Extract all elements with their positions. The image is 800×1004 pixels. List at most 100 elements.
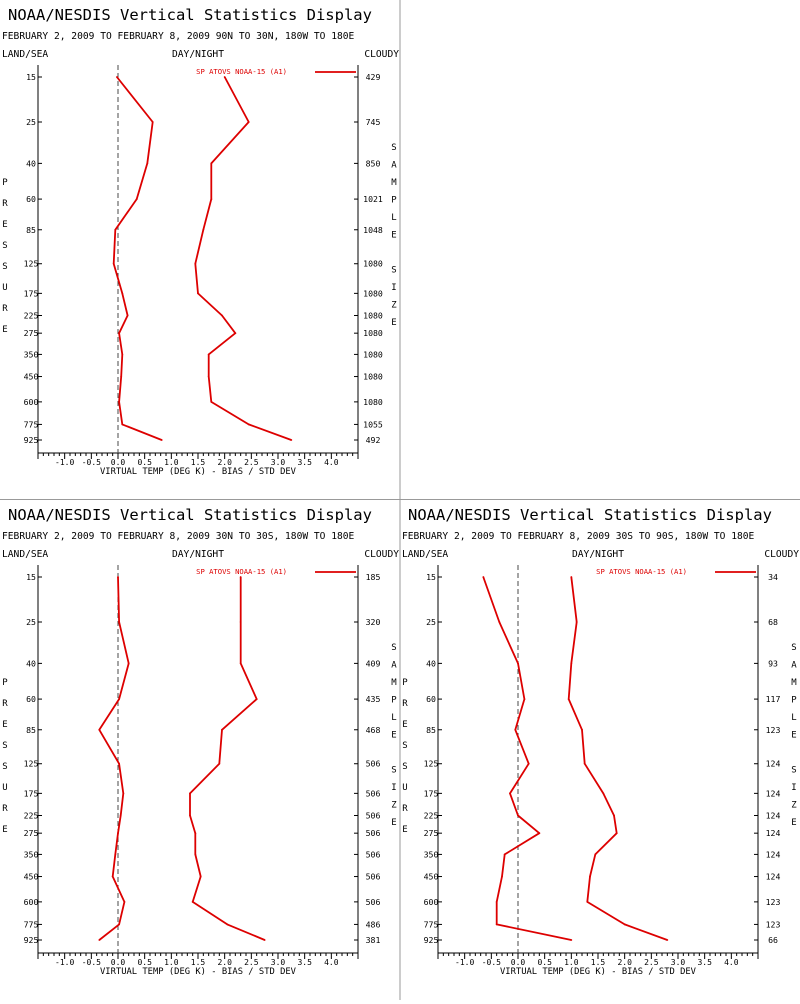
sample-size-axis-letter: I	[391, 783, 396, 793]
pressure-axis-letter: S	[2, 741, 7, 751]
std-dev-data-point	[189, 792, 191, 795]
bias-data-point	[118, 698, 120, 700]
pressure-axis-letter: R	[2, 804, 8, 814]
sample-size-label: 320	[366, 617, 381, 627]
sample-size-label: 123	[766, 919, 781, 929]
bias-data-point	[116, 76, 118, 78]
pressure-level-label: 275	[24, 828, 39, 838]
sample-size-axis-letter: S	[391, 643, 396, 653]
std-dev-data-point	[207, 353, 210, 356]
pressure-level-label: 40	[426, 658, 436, 668]
bias-series-line	[482, 576, 572, 941]
sample-size-axis-letter: E	[391, 731, 396, 741]
sample-size-axis-letter: P	[391, 196, 397, 206]
x-tick-label: 2.0	[217, 958, 232, 967]
pressure-axis-letter: P	[2, 178, 8, 188]
header-day-night: DAY/NIGHT	[572, 549, 624, 560]
std-dev-data-point	[221, 728, 223, 731]
x-tick-label: 3.0	[271, 958, 286, 967]
pressure-level-label: 25	[26, 617, 36, 627]
pressure-axis-letter: R	[2, 699, 8, 709]
bias-data-point	[114, 228, 117, 231]
pressure-axis-letter: E	[2, 325, 7, 335]
std-dev-data-point	[615, 832, 618, 835]
pressure-level-label: 60	[26, 694, 36, 704]
x-tick-label: 0.0	[111, 958, 126, 967]
pressure-level-label: 925	[24, 935, 39, 945]
std-dev-data-point	[194, 832, 197, 835]
pressure-level-label: 25	[26, 117, 36, 127]
sample-size-axis-letter: A	[791, 661, 797, 671]
sample-size-label: 124	[766, 849, 781, 859]
std-dev-data-point	[666, 939, 669, 941]
bias-data-point	[514, 728, 517, 731]
x-tick-label: 0.5	[137, 958, 152, 967]
bias-data-point	[118, 923, 120, 926]
header-day-night: DAY/NIGHT	[172, 549, 224, 560]
pressure-level-label: 225	[24, 310, 39, 320]
chart-title: NOAA/NESDIS Vertical Statistics Display	[8, 506, 372, 524]
sample-size-axis-letter: E	[791, 818, 796, 828]
sample-size-axis-letter: Z	[391, 801, 397, 811]
std-dev-data-point	[247, 121, 250, 123]
std-dev-data-point	[197, 292, 199, 295]
chart-subtitle: FEBRUARY 2, 2009 TO FEBRUARY 8, 2009 30N…	[2, 531, 355, 542]
chart-panel-3: NOAA/NESDIS Vertical Statistics Display F…	[402, 506, 799, 977]
sample-size-axis-letter: S	[391, 266, 396, 276]
bias-data-point	[122, 792, 125, 795]
pressure-level-label: 275	[424, 828, 439, 838]
std-dev-data-point	[594, 853, 597, 856]
std-dev-data-point	[202, 228, 205, 231]
std-dev-data-point	[207, 375, 210, 378]
sample-size-label: 1055	[363, 419, 383, 429]
sample-size-label: 1080	[363, 310, 383, 320]
sample-size-label: 381	[366, 935, 381, 945]
x-tick-label: 4.0	[324, 958, 339, 967]
pressure-level-label: 350	[24, 349, 39, 359]
chart-panel-1: NOAA/NESDIS Vertical Statistics Display F…	[2, 6, 399, 477]
chart-subtitle: FEBRUARY 2, 2009 TO FEBRUARY 8, 2009 90N…	[2, 31, 355, 42]
x-tick-label: 2.0	[617, 958, 632, 967]
sample-size-axis-letter: E	[791, 731, 796, 741]
bias-data-point	[117, 576, 119, 578]
std-dev-data-point	[255, 698, 258, 700]
sample-size-label: 1080	[363, 328, 383, 338]
sample-size-axis-letter: E	[391, 818, 396, 828]
x-tick-label: 3.5	[297, 958, 312, 967]
header-cloudy: CLOUDY	[364, 49, 399, 60]
x-tick-label: 2.5	[244, 958, 259, 967]
pressure-axis-letter: P	[2, 678, 8, 688]
header-cloudy: CLOUDY	[764, 549, 799, 560]
sample-size-label: 506	[366, 810, 381, 820]
sample-size-axis-letter: P	[391, 696, 397, 706]
pressure-axis-letter: E	[402, 825, 407, 835]
pressure-axis-letter: S	[2, 241, 7, 251]
sample-size-axis-letter: M	[791, 678, 797, 688]
std-dev-data-point	[218, 762, 221, 765]
sample-size-label: 429	[366, 72, 381, 82]
sample-size-label: 409	[366, 658, 381, 668]
std-dev-data-point	[570, 662, 573, 665]
pressure-level-label: 175	[424, 788, 439, 798]
bias-data-point	[120, 375, 123, 378]
pressure-axis-letter: S	[402, 762, 407, 772]
std-dev-data-point	[239, 662, 242, 665]
std-dev-data-point	[199, 875, 202, 878]
pressure-level-label: 350	[424, 849, 439, 859]
chart-subtitle: FEBRUARY 2, 2009 TO FEBRUARY 8, 2009 30S…	[402, 531, 755, 542]
pressure-level-label: 85	[26, 725, 36, 735]
bias-series-line	[98, 576, 130, 941]
pressure-level-label: 125	[24, 259, 39, 269]
sample-size-label: 123	[766, 897, 781, 907]
bias-data-point	[126, 314, 129, 317]
std-dev-data-point	[247, 423, 250, 426]
sample-size-label: 34	[768, 572, 778, 582]
std-dev-data-point	[210, 198, 213, 200]
header-land-sea: LAND/SEA	[2, 549, 48, 560]
x-tick-label: 1.0	[164, 958, 179, 967]
sample-size-axis-letter: A	[391, 161, 397, 171]
pressure-level-label: 775	[424, 919, 439, 929]
pressure-level-label: 40	[26, 658, 36, 668]
pressure-axis-letter: U	[402, 783, 407, 793]
